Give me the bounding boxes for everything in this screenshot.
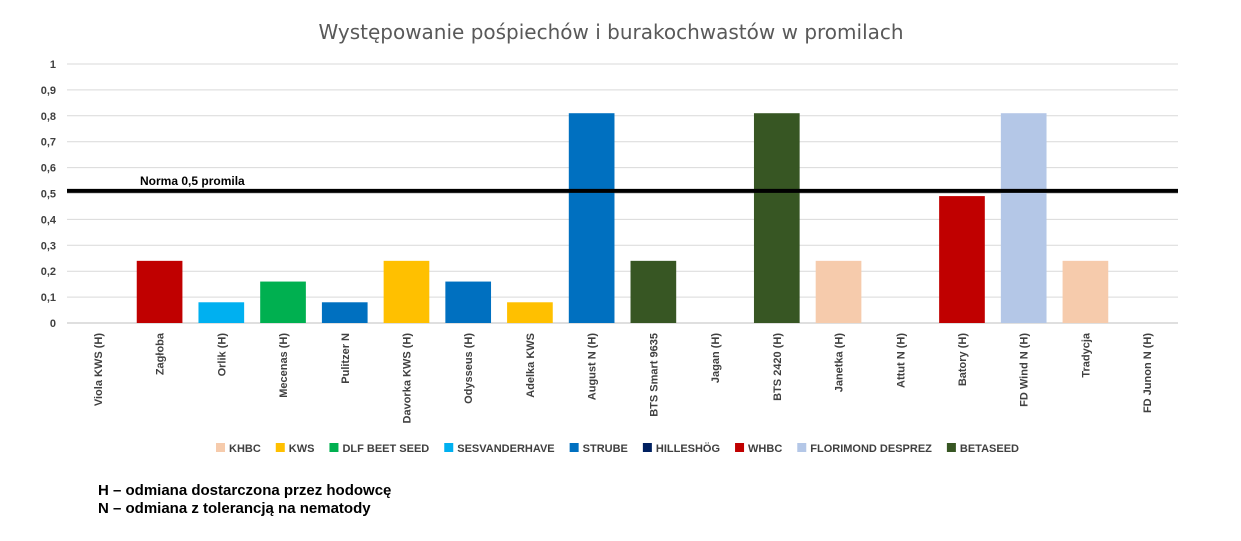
x-tick-label: Adelka KWS bbox=[525, 333, 537, 398]
y-tick-label: 0,2 bbox=[41, 266, 56, 278]
x-tick-label: Pulitzer N bbox=[340, 333, 352, 384]
x-tick-label: BTS Smart 9635 bbox=[648, 333, 660, 417]
legend-label: KWS bbox=[289, 443, 315, 455]
x-axis-ticks: Viola KWS (H) Zagłoba Orlik (H) Mecenas (H)… bbox=[93, 332, 1154, 423]
footnote-h: H – odmiana dostarczona przez hodowcę bbox=[98, 482, 392, 499]
legend-swatch bbox=[735, 443, 745, 452]
bar bbox=[815, 260, 862, 323]
x-tick-label: Zagłoba bbox=[155, 332, 167, 375]
footnotes: H – odmiana dostarczona przez hodowcę N … bbox=[98, 482, 391, 518]
x-tick-label: Janetka (H) bbox=[834, 333, 846, 393]
chart: Występowanie pośpiechów i burakochwastów… bbox=[41, 20, 1178, 455]
y-tick-label: 0,7 bbox=[41, 137, 56, 149]
norm-reference-label: Norma 0,5 promila bbox=[140, 174, 245, 188]
legend-swatch bbox=[216, 443, 225, 452]
x-tick-label: Davorka KWS (H) bbox=[401, 333, 413, 424]
x-tick-label: Tradycja bbox=[1080, 332, 1092, 378]
legend-swatch bbox=[275, 443, 285, 452]
legend-swatch bbox=[569, 443, 579, 452]
x-tick-label: FD Wind N (H) bbox=[1019, 333, 1031, 407]
bar bbox=[753, 113, 800, 324]
bar bbox=[568, 113, 615, 324]
legend-swatch bbox=[329, 443, 339, 452]
bar bbox=[939, 196, 985, 323]
y-tick-label: 0,8 bbox=[41, 111, 56, 123]
legend-swatch bbox=[797, 443, 807, 452]
y-tick-label: 1 bbox=[50, 59, 56, 71]
footnote-n: N – odmiana z tolerancją na nematody bbox=[98, 500, 371, 517]
x-tick-label: Mecenas (H) bbox=[278, 333, 290, 398]
bar bbox=[445, 281, 492, 323]
legend-swatch bbox=[642, 443, 652, 452]
bar bbox=[321, 302, 368, 323]
x-tick-label: Attut N (H) bbox=[895, 333, 907, 388]
legend-label: FLORIMOND DESPREZ bbox=[810, 443, 932, 455]
x-tick-label: Viola KWS (H) bbox=[93, 333, 105, 406]
y-tick-label: 0,1 bbox=[41, 292, 56, 304]
y-tick-label: 0 bbox=[50, 318, 56, 330]
x-tick-label: BTS 2420 (H) bbox=[772, 333, 784, 401]
x-tick-label: Batory (H) bbox=[957, 333, 969, 387]
legend-label: HILLESHÖG bbox=[656, 442, 720, 455]
bar bbox=[136, 260, 183, 323]
bar bbox=[507, 302, 553, 323]
legend: KHBC KWS DLF BEET SEED SESVANDERHAVE STRUBE H… bbox=[216, 442, 1019, 455]
legend-swatch bbox=[444, 443, 454, 452]
y-axis-ticks: 0 0,1 0,2 0,3 0,4 0,5 0,6 0,7 0,8 0,9 1 bbox=[41, 59, 57, 330]
bar bbox=[1000, 113, 1047, 324]
x-tick-label: Orlik (H) bbox=[216, 333, 228, 377]
gridlines bbox=[67, 63, 1178, 324]
bar bbox=[198, 302, 245, 323]
x-tick-label: FD Junon N (H) bbox=[1142, 333, 1154, 413]
bar bbox=[1062, 260, 1109, 323]
y-tick-label: 0,9 bbox=[41, 85, 56, 97]
y-tick-label: 0,6 bbox=[41, 163, 56, 175]
legend-label: BETASEED bbox=[960, 443, 1019, 455]
x-tick-label: Jagan (H) bbox=[710, 333, 722, 383]
legend-label: SESVANDERHAVE bbox=[457, 443, 554, 455]
y-tick-label: 0,3 bbox=[41, 240, 56, 252]
bars bbox=[136, 113, 1109, 324]
legend-label: WHBC bbox=[748, 443, 782, 455]
y-tick-label: 0,5 bbox=[41, 189, 56, 201]
legend-label: DLF BEET SEED bbox=[342, 443, 429, 455]
x-tick-label: Odysseus (H) bbox=[463, 333, 475, 404]
legend-label: STRUBE bbox=[583, 443, 628, 455]
legend-label: KHBC bbox=[229, 443, 261, 455]
bar bbox=[630, 260, 677, 323]
bar bbox=[383, 260, 430, 323]
x-tick-label: August N (H) bbox=[587, 333, 599, 401]
legend-swatch bbox=[946, 443, 956, 452]
y-tick-label: 0,4 bbox=[41, 214, 57, 226]
bar bbox=[260, 281, 306, 323]
chart-title: Występowanie pośpiechów i burakochwastów… bbox=[318, 20, 903, 44]
